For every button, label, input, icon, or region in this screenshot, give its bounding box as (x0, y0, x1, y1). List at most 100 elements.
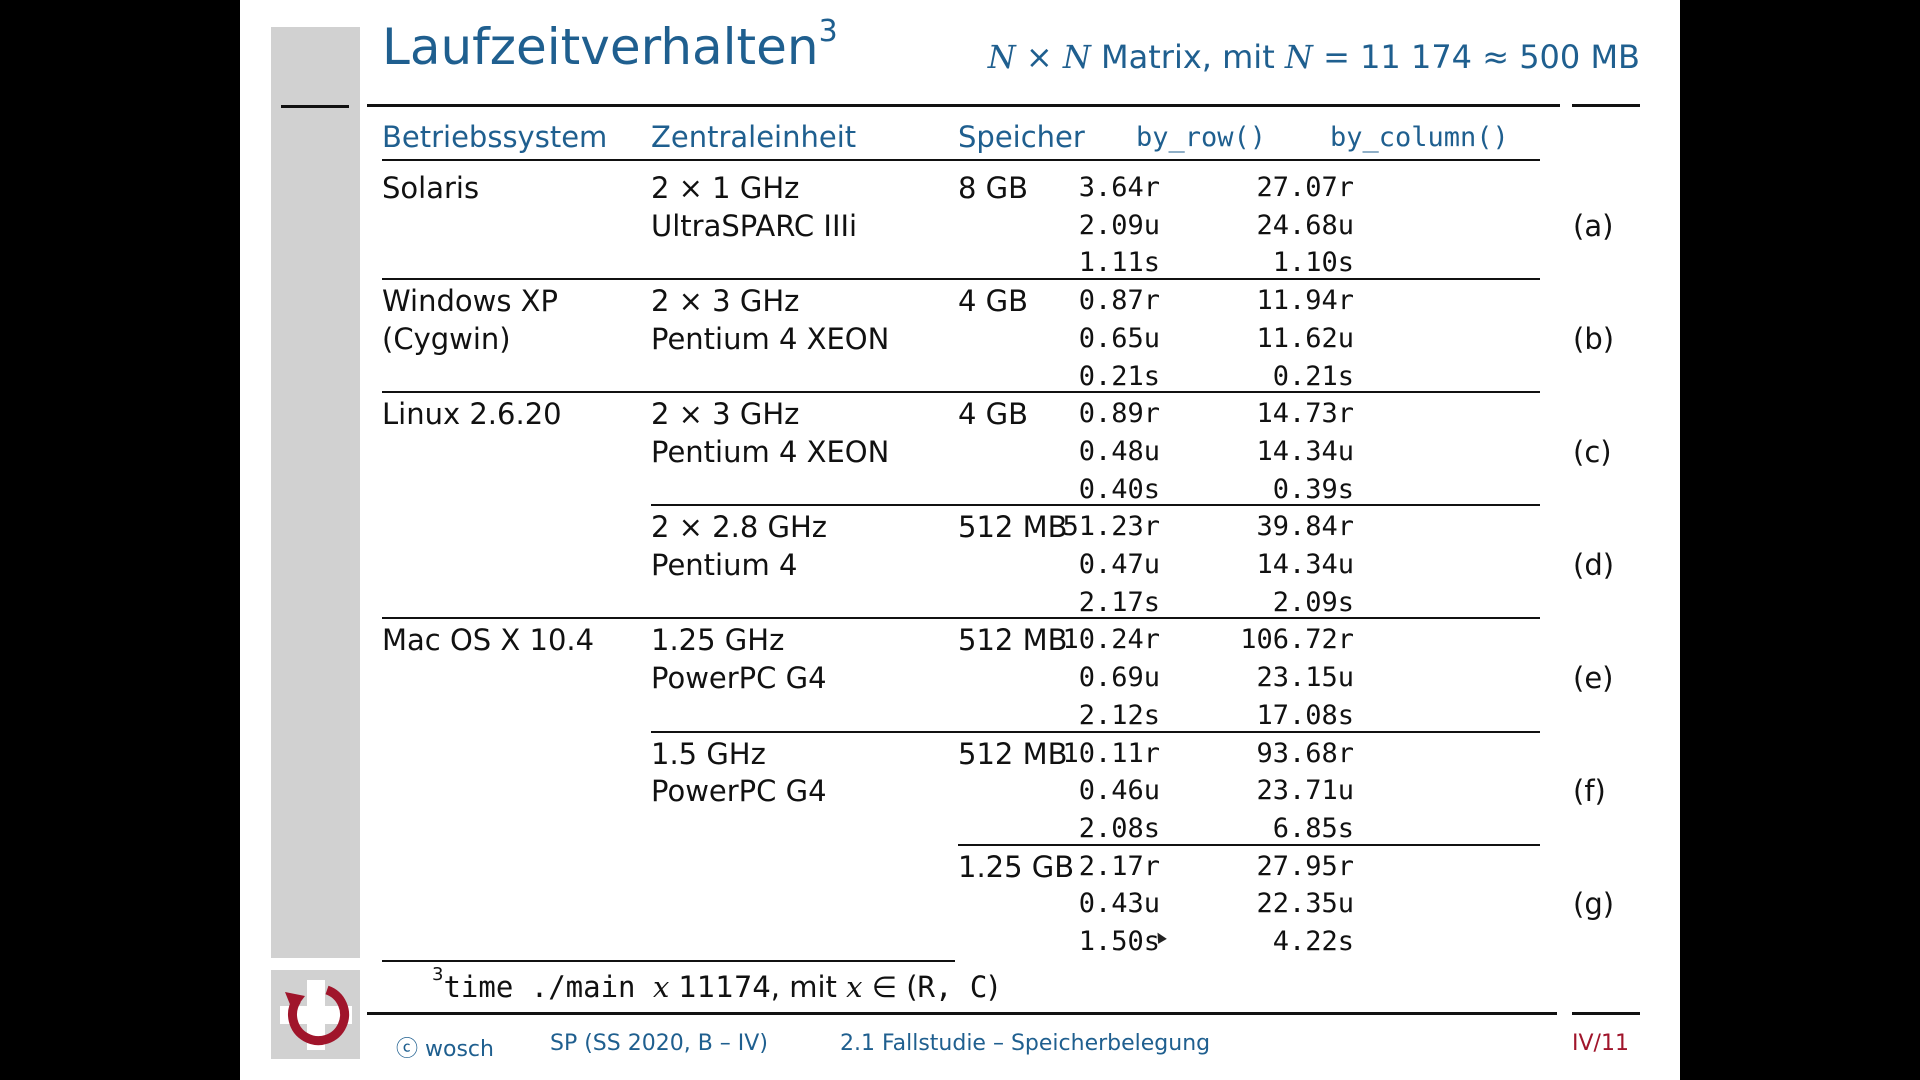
by-row-time: 0.46u (1078, 775, 1160, 807)
by-column-time: 27.07r (1256, 172, 1354, 203)
cpu-cell: 2 × 1 GHz (651, 171, 800, 205)
by-column-time: 14.34u (1256, 435, 1354, 467)
group-rule (382, 391, 1540, 394)
by-column-time: 6.85s (1272, 812, 1354, 844)
by-row-time: 2.17s (1078, 586, 1160, 618)
by-row-time: 1.50s (1078, 926, 1160, 957)
header-betriebssystem: Betriebssystem (382, 120, 608, 154)
title-rule (367, 104, 1560, 107)
memory-cell: 8 GB (958, 171, 1029, 205)
header-by-column: by_column() (1330, 122, 1509, 153)
by-row-time: 0.47u (1078, 549, 1160, 580)
os-cell: Linux 2.6.20 (382, 397, 562, 432)
os-cell: Mac OS X 10.4 (382, 623, 595, 658)
by-column-time: 1.10s (1272, 247, 1354, 279)
header-zentraleinheit: Zentraleinheit (651, 120, 857, 154)
by-row-time: 3.64r (1078, 172, 1160, 203)
group-rule (382, 617, 1540, 620)
cpu-cell: PowerPC G4 (651, 774, 827, 809)
os-cell: Solaris (382, 171, 480, 205)
footer-section: 2.1 Fallstudie – Speicherbelegung (840, 1031, 1211, 1056)
memory-cell: 512 MB (958, 623, 1068, 658)
group-rule (382, 278, 1540, 281)
sidebar-rule (281, 105, 349, 108)
footer-course: SP (SS 2020, B – IV) (550, 1031, 768, 1056)
cpu-cell: 1.5 GHz (651, 736, 766, 771)
row-tag: (b) (1573, 321, 1615, 356)
footer-page-number: IV/11 (1572, 1031, 1629, 1056)
page-title: Laufzeitverhalten3 (382, 14, 838, 76)
memory-cell: 1.25 GB (958, 849, 1075, 884)
memory-cell: 4 GB (958, 397, 1029, 432)
by-row-time: 2.08s (1078, 812, 1160, 844)
os-cell: (Cygwin) (382, 321, 511, 356)
by-row-time: 10.11r (1062, 737, 1160, 769)
by-column-time: 0.21s (1272, 360, 1354, 392)
by-row-time: 0.69u (1078, 662, 1160, 694)
slide: Laufzeitverhalten3 N × N Matrix, mit N =… (240, 0, 1680, 1080)
footer-author: ⓒ wosch (396, 1037, 494, 1062)
row-tag: (d) (1573, 548, 1615, 582)
memory-cell: 512 MB (958, 510, 1068, 545)
by-column-time: 93.68r (1256, 737, 1354, 769)
by-row-time: 0.87r (1078, 285, 1160, 317)
cpu-cell: Pentium 4 XEON (651, 434, 890, 469)
footnote: 3time ./main x 11174, mit x ∈ (R, C) (432, 964, 999, 1004)
group-rule (651, 504, 1540, 507)
by-row-time: 0.21s (1078, 360, 1160, 392)
by-column-time: 11.62u (1256, 322, 1354, 354)
by-column-time: 14.73r (1256, 398, 1354, 430)
by-column-time: 0.39s (1272, 473, 1354, 505)
row-tag: (g) (1573, 887, 1615, 922)
by-row-time: 10.24r (1062, 624, 1160, 656)
by-column-time: 23.71u (1256, 775, 1354, 807)
sys-logo-icon (280, 980, 352, 1050)
header-by-row: by_row() (1136, 122, 1267, 153)
cpu-cell: Pentium 4 XEON (651, 321, 890, 356)
by-row-time: 2.09u (1078, 209, 1160, 241)
by-row-time: 0.40s (1078, 473, 1160, 505)
cpu-cell: Pentium 4 (651, 548, 798, 582)
header-speicher: Speicher (958, 120, 1085, 154)
group-rule (651, 730, 1540, 733)
row-tag: (e) (1573, 661, 1614, 696)
cpu-cell: 2 × 2.8 GHz (651, 510, 828, 545)
by-column-time: 14.34u (1256, 549, 1354, 580)
by-row-time: 2.17r (1078, 850, 1160, 882)
cpu-cell: PowerPC G4 (651, 661, 827, 696)
by-row-time: 2.12s (1078, 699, 1160, 731)
title-rule-right (1572, 104, 1640, 107)
title-footnote-mark: 3 (818, 14, 838, 49)
os-cell: Windows XP (382, 284, 559, 319)
header-rule (382, 159, 1540, 161)
footnote-rule (382, 960, 955, 962)
by-row-time: 0.89r (1078, 398, 1160, 430)
by-column-time: 4.22s (1272, 926, 1354, 957)
cpu-cell: 2 × 3 GHz (651, 284, 800, 319)
by-row-time: 51.23r (1062, 511, 1160, 543)
by-column-time: 2.09s (1272, 586, 1354, 618)
by-column-time: 27.95r (1256, 850, 1354, 882)
footer-rule-right (1572, 1012, 1640, 1015)
page-subtitle: N × N Matrix, mit N = 11 174 ≈ 500 MB (987, 38, 1640, 76)
by-row-time: 1.11s (1078, 247, 1160, 279)
cpu-cell: UltraSPARC IIIi (651, 208, 858, 243)
footer-rule (367, 1012, 1557, 1015)
row-tag: (a) (1573, 208, 1614, 243)
cpu-cell: 1.25 GHz (651, 623, 785, 658)
by-row-time: 0.48u (1078, 435, 1160, 467)
group-rule (958, 843, 1540, 846)
sidebar-bar (271, 27, 360, 958)
by-column-time: 24.68u (1256, 209, 1354, 241)
cpu-cell: 2 × 3 GHz (651, 397, 800, 432)
by-row-time: 0.65u (1078, 322, 1160, 354)
by-column-time: 39.84r (1256, 511, 1354, 543)
by-column-time: 22.35u (1256, 888, 1354, 920)
memory-cell: 512 MB (958, 736, 1068, 771)
memory-cell: 4 GB (958, 284, 1029, 319)
logo-box (271, 970, 360, 1059)
by-row-time: 0.43u (1078, 888, 1160, 920)
by-column-time: 11.94r (1256, 285, 1354, 317)
by-column-time: 17.08s (1256, 699, 1354, 731)
row-tag: (c) (1573, 434, 1612, 469)
